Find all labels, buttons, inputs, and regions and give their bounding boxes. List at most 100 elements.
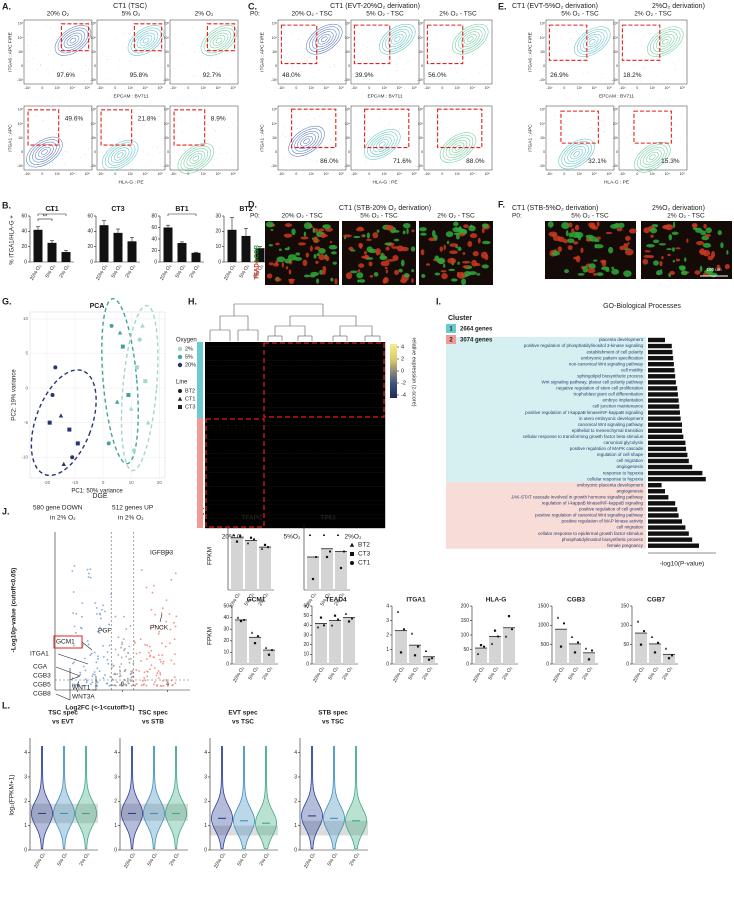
heat-cell xyxy=(337,397,344,403)
event-dot xyxy=(439,143,441,145)
volcano-dot xyxy=(173,676,176,679)
heat-cell xyxy=(289,476,296,482)
heat-cell xyxy=(343,411,350,417)
heat-cell xyxy=(217,500,224,505)
event-dot xyxy=(232,109,234,111)
cell-blob xyxy=(461,260,471,264)
heat-cell xyxy=(247,407,254,412)
heat-cell xyxy=(301,346,308,352)
heat-cell xyxy=(271,504,278,510)
heat-cell xyxy=(205,518,212,524)
heat-cell xyxy=(211,495,218,501)
x-axis-label: HLA-G : PE xyxy=(118,179,143,185)
pca-point xyxy=(67,427,72,432)
volcano-dot xyxy=(159,673,162,676)
heat-cell xyxy=(319,444,326,450)
event-dot xyxy=(358,32,360,34)
chart-title: STB spec xyxy=(318,710,348,717)
heat-cell xyxy=(259,360,266,366)
heat-cell xyxy=(307,393,314,398)
heat-cell xyxy=(295,444,302,450)
replicate-point xyxy=(636,620,640,623)
heat-cell xyxy=(295,388,302,394)
heat-cell xyxy=(271,448,278,454)
chart-title: TSC spec xyxy=(138,710,168,717)
heat-cell xyxy=(343,342,350,347)
volcano-dot xyxy=(87,643,90,646)
heat-cell xyxy=(361,411,368,417)
heat-cell xyxy=(301,360,308,366)
heat-cell xyxy=(379,495,386,501)
heat-cell xyxy=(367,342,374,347)
volcano-dot xyxy=(89,654,92,657)
heat-cell xyxy=(307,486,314,491)
cell-blob xyxy=(309,245,313,252)
heat-cell xyxy=(277,476,284,482)
heat-cell xyxy=(217,369,224,375)
flow-tick-label: 10³ xyxy=(345,50,351,54)
event-dot xyxy=(462,139,463,140)
heat-cell xyxy=(241,430,248,436)
event-dot xyxy=(630,135,632,136)
bar xyxy=(475,648,487,664)
heat-cell xyxy=(205,509,212,515)
heat-cell xyxy=(301,462,308,468)
heat-cell xyxy=(283,393,290,398)
heat-cell xyxy=(235,351,242,357)
micrograph xyxy=(265,221,339,285)
heat-cell xyxy=(331,342,338,347)
cell-blob xyxy=(366,246,373,253)
event-dot xyxy=(436,162,437,164)
event-dot xyxy=(434,151,436,153)
replicate-point xyxy=(263,543,267,546)
heat-cell xyxy=(319,490,326,496)
heat-cell xyxy=(265,351,272,357)
heat-cell xyxy=(241,365,248,371)
heat-cell xyxy=(289,397,296,403)
heat-cell xyxy=(223,486,230,491)
flow-tick-label: 10⁵ xyxy=(412,172,418,176)
flow-tick-label: 10⁵ xyxy=(339,172,345,176)
heat-cell xyxy=(205,342,212,347)
event-dot xyxy=(589,133,591,135)
heat-cell xyxy=(265,388,272,394)
heat-cell xyxy=(259,486,266,491)
heat-cell xyxy=(301,467,308,473)
event-dot xyxy=(148,162,150,164)
heat-cell xyxy=(271,397,278,403)
volcano-dot xyxy=(87,576,90,578)
heat-cell xyxy=(271,346,278,352)
heat-cell xyxy=(319,495,326,501)
cell-blob xyxy=(300,236,309,240)
event-dot xyxy=(84,153,86,155)
heat-cell xyxy=(241,504,248,510)
heat-cell xyxy=(379,425,386,431)
heat-cell xyxy=(295,514,302,519)
event-dot xyxy=(148,155,150,156)
go-bar xyxy=(648,362,674,367)
event-dot xyxy=(201,61,203,62)
leader-line xyxy=(159,613,163,623)
heat-cell xyxy=(349,388,356,394)
replicate-point xyxy=(267,653,271,656)
heat-cell xyxy=(277,360,284,366)
heat-cell xyxy=(379,383,386,389)
heat-cell xyxy=(265,514,272,519)
heat-cell xyxy=(235,500,242,505)
heat-cell xyxy=(271,365,278,371)
heat-cell xyxy=(229,355,236,361)
replicate-point xyxy=(314,555,318,559)
heat-cell xyxy=(355,439,362,445)
event-dot xyxy=(449,163,451,165)
bar xyxy=(249,637,261,664)
cell-blob xyxy=(376,250,379,256)
pca-point xyxy=(70,455,75,460)
x-tick-label: 20% O₂ xyxy=(123,852,137,870)
legend-swatch xyxy=(177,354,183,360)
event-dot xyxy=(155,146,157,148)
heat-cell xyxy=(277,439,284,445)
chart-title: vs EVT xyxy=(52,719,74,726)
cell-blob xyxy=(574,224,580,231)
condition-label: 20% O₂ - TSC xyxy=(291,11,332,18)
heat-cell xyxy=(235,435,242,440)
